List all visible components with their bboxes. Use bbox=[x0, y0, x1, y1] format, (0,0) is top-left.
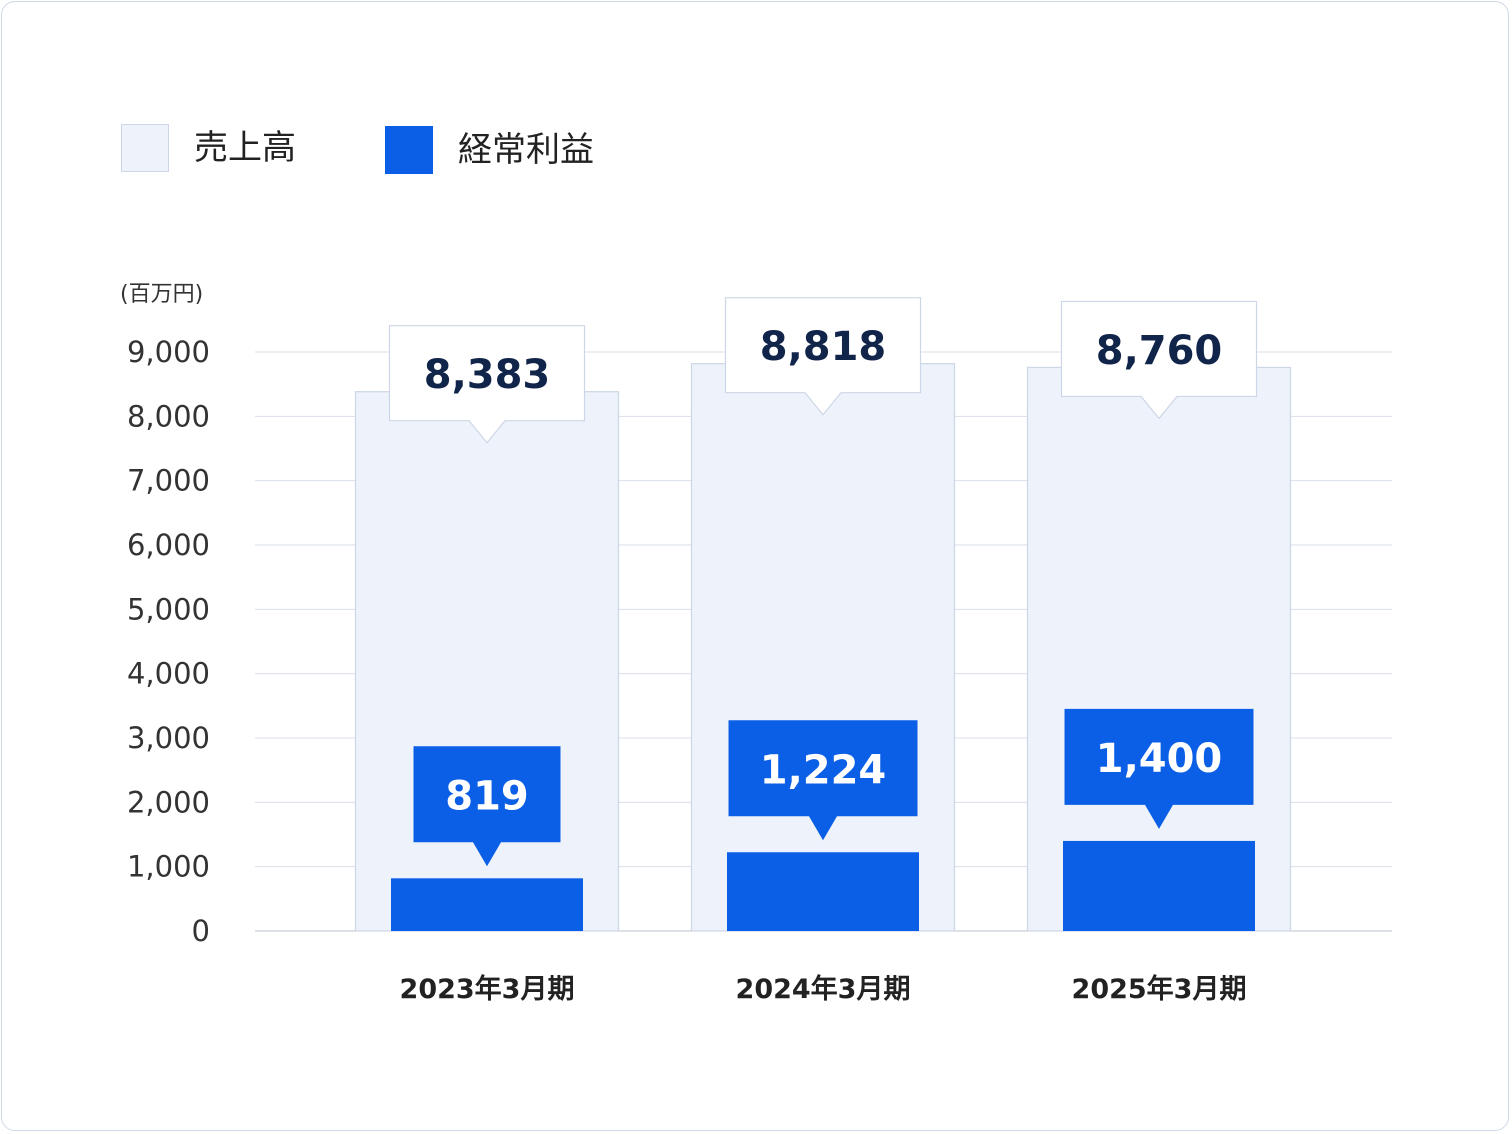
callout-sales bbox=[1060, 300, 1258, 420]
data-label-sales: 8,818 bbox=[760, 324, 887, 370]
callout-sales bbox=[388, 325, 586, 444]
y-tick-label: 0 bbox=[192, 914, 210, 948]
y-tick-label: 5,000 bbox=[127, 592, 210, 626]
y-tick-label: 1,000 bbox=[127, 850, 210, 884]
legend-label-profit: 経常利益 bbox=[458, 130, 594, 170]
callout-sales bbox=[724, 297, 922, 416]
data-label-sales: 8,760 bbox=[1096, 328, 1223, 374]
callout-profit bbox=[728, 720, 918, 841]
x-category-label: 2024年3月期 bbox=[736, 973, 911, 1005]
data-label-sales: 8,383 bbox=[424, 352, 551, 398]
y-tick-label: 9,000 bbox=[127, 335, 210, 369]
data-label-profit: 1,224 bbox=[760, 747, 887, 793]
y-tick-label: 7,000 bbox=[127, 464, 210, 498]
bar-profit bbox=[391, 878, 583, 931]
bar-profit bbox=[727, 852, 919, 931]
y-tick-label: 6,000 bbox=[127, 528, 210, 562]
bar-sales bbox=[690, 363, 956, 932]
y-tick-label: 3,000 bbox=[127, 721, 210, 755]
callout-profit bbox=[1064, 708, 1254, 829]
bar-profit bbox=[1063, 840, 1255, 931]
y-tick-label: 2,000 bbox=[127, 785, 210, 819]
y-tick-label: 8,000 bbox=[127, 399, 210, 433]
data-label-profit: 819 bbox=[445, 773, 529, 819]
x-category-label: 2023年3月期 bbox=[400, 973, 575, 1005]
callout-profit bbox=[413, 746, 561, 867]
data-label-profit: 1,400 bbox=[1096, 736, 1223, 782]
legend-swatch-profit bbox=[385, 126, 433, 174]
legend-label-sales: 売上高 bbox=[194, 128, 296, 168]
legend-swatch-sales bbox=[121, 124, 169, 172]
y-tick-label: 4,000 bbox=[127, 657, 210, 691]
x-category-label: 2025年3月期 bbox=[1072, 973, 1247, 1005]
y-axis-unit: (百万円) bbox=[120, 282, 203, 307]
